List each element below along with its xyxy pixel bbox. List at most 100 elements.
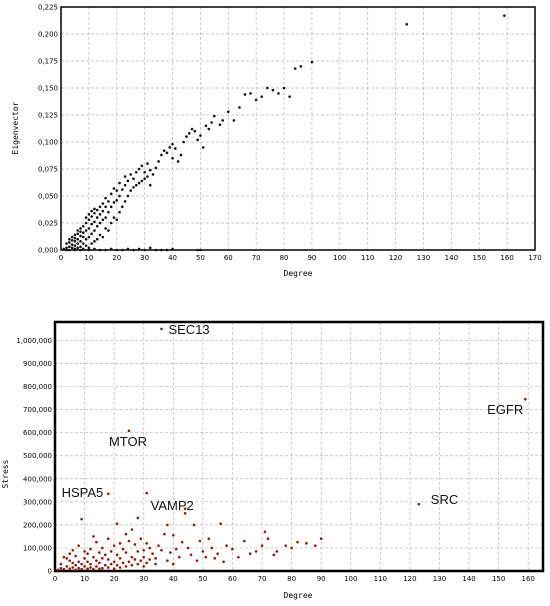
data-point — [101, 546, 104, 550]
data-point — [112, 201, 116, 204]
data-point — [160, 153, 163, 157]
y-tick-label: 700,000 — [23, 406, 52, 414]
data-point — [145, 561, 148, 565]
x-tick-label: 50 — [198, 575, 207, 583]
data-point — [87, 235, 91, 239]
data-point — [127, 539, 131, 543]
data-point — [73, 236, 77, 240]
data-point — [124, 565, 128, 568]
data-point — [121, 547, 125, 551]
data-point — [139, 559, 143, 562]
data-point — [171, 142, 174, 146]
data-point — [143, 248, 146, 252]
x-tick-label: 20 — [110, 575, 119, 583]
data-point — [222, 560, 225, 564]
data-point — [93, 247, 96, 251]
data-point — [73, 244, 77, 247]
data-point — [193, 129, 197, 133]
x-tick-label: 160 — [522, 575, 535, 583]
x-tick-label: 110 — [361, 254, 374, 262]
data-point — [290, 546, 293, 550]
data-point — [237, 555, 240, 559]
data-point — [185, 135, 188, 138]
data-point — [109, 205, 113, 209]
data-point — [310, 60, 314, 64]
data-point — [87, 218, 91, 222]
data-point — [98, 213, 102, 216]
y-tick-label: 0 — [48, 568, 52, 576]
data-point — [296, 540, 299, 544]
data-point — [79, 240, 82, 243]
data-point — [104, 216, 107, 219]
stress-plot-frame — [53, 320, 545, 573]
data-point — [305, 542, 308, 545]
data-point — [76, 232, 80, 236]
data-point — [115, 199, 119, 202]
data-point — [146, 175, 149, 178]
data-point — [104, 227, 107, 230]
x-tick-label: 150 — [473, 254, 486, 262]
data-point — [84, 221, 88, 225]
data-point — [77, 560, 80, 564]
data-point — [134, 183, 138, 187]
data-point — [70, 235, 74, 239]
data-point — [89, 547, 92, 551]
x-tick-label: 60 — [224, 254, 233, 262]
data-point — [118, 210, 121, 214]
data-point — [263, 530, 267, 534]
data-point — [154, 557, 157, 560]
data-point — [130, 555, 134, 559]
data-point — [213, 114, 216, 118]
data-point — [101, 557, 104, 560]
data-point — [523, 397, 527, 401]
data-point — [130, 528, 134, 531]
x-tick-label: 140 — [445, 254, 458, 262]
data-point — [98, 561, 101, 565]
data-point — [71, 548, 75, 552]
data-point — [151, 173, 155, 176]
y-tick-label: 0,050 — [38, 193, 58, 201]
data-point — [271, 88, 275, 92]
data-point — [171, 156, 174, 160]
data-point — [68, 237, 71, 241]
data-point — [76, 237, 80, 241]
data-point — [146, 162, 149, 165]
stress-y-axis-label: Stress — [1, 459, 10, 488]
data-point — [254, 550, 258, 553]
data-point — [59, 562, 63, 566]
data-point — [137, 181, 141, 185]
data-point — [73, 240, 77, 243]
data-point — [86, 560, 89, 564]
data-point — [82, 224, 85, 228]
data-point — [145, 491, 148, 495]
data-point — [68, 248, 71, 252]
data-point — [162, 149, 166, 152]
data-point — [249, 92, 252, 95]
data-point — [196, 138, 199, 142]
data-point — [145, 542, 148, 545]
data-point — [160, 248, 163, 252]
data-point — [84, 229, 88, 232]
data-point — [160, 548, 163, 552]
data-point — [95, 565, 98, 568]
y-tick-label: 0,075 — [38, 166, 58, 174]
data-point — [90, 209, 93, 213]
data-point — [109, 221, 113, 225]
x-tick-label: 10 — [84, 254, 93, 262]
data-point — [226, 110, 230, 114]
data-point — [195, 559, 199, 562]
data-point — [92, 567, 95, 571]
data-point — [260, 544, 264, 547]
y-tick-label: 600,000 — [23, 429, 52, 437]
data-point — [142, 548, 146, 552]
annotation-label: SEC13 — [168, 322, 209, 337]
data-point — [107, 200, 110, 203]
data-point — [93, 207, 96, 211]
data-point — [115, 218, 119, 222]
data-point — [201, 550, 205, 553]
data-point — [319, 537, 323, 541]
data-point — [172, 533, 175, 537]
data-point — [121, 188, 124, 191]
data-point — [95, 237, 99, 241]
